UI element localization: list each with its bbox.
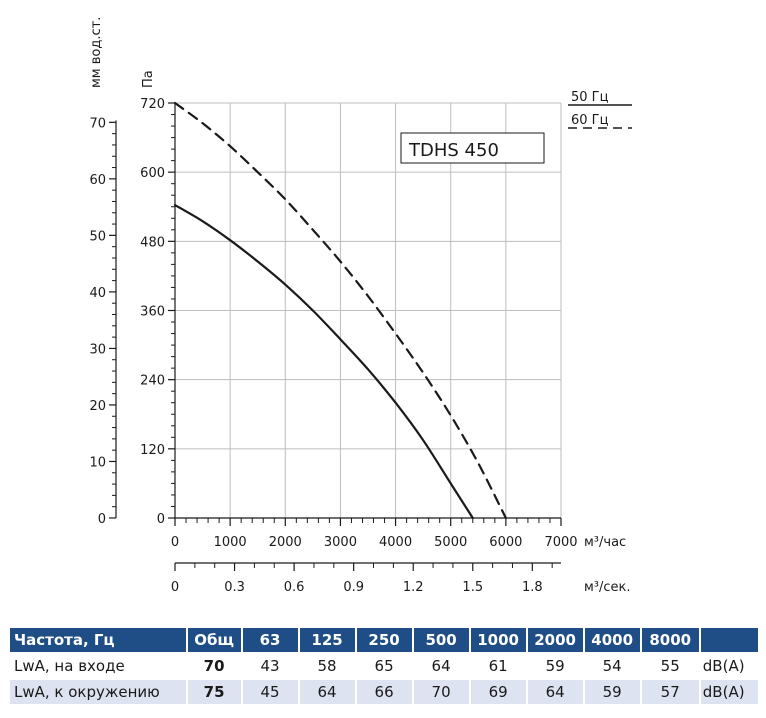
curve-50hz [173,203,474,520]
table-cell: 66 [356,680,412,704]
table-cell: 45 [242,680,298,704]
x-secondary-tick-label: 0.3 [224,580,245,595]
row-unit: dB(A) [700,680,758,704]
table-cell: 58 [317,657,337,675]
table-cell: 59 [545,657,565,675]
row-total: 75 [187,680,241,704]
table-cell: 64 [527,680,583,704]
table-cell: 69 [470,680,526,704]
x-secondary-tick-label: 0 [171,580,179,595]
x-primary-axis-title: м³/час [584,535,626,550]
y-secondary-axis-title: мм вод.ст. [89,17,104,88]
table-cell: 64 [431,657,451,675]
x-primary-tick-label: 0 [171,535,179,550]
model-label-box [400,132,545,164]
y-secondary-tick-label: 0 [98,512,106,527]
header-frequency: Частота, Гц [10,628,186,652]
y-secondary-tick-label: 30 [89,342,106,357]
legend-60hz-label: 60 Гц [571,113,609,128]
row-unit: dB(A) [702,657,745,675]
header-500: 500 [413,628,469,652]
y-primary-tick-label: 600 [140,166,165,181]
legend: 50 Гц 60 Гц [568,90,632,129]
header-125: 125 [299,628,355,652]
table-row: LwA, к окружению 75 45 64 66 70 69 64 59… [10,680,758,704]
grid [174,102,562,519]
curve-60hz [173,101,507,520]
y-secondary-tick-label: 50 [89,229,106,244]
table-cell: 61 [488,657,508,675]
y-secondary-tick-label: 70 [89,116,106,131]
row-label: LwA, на входе [14,657,125,675]
table-cell: 59 [584,680,640,704]
table-cell: 54 [602,657,622,675]
model-label: TDHS 450 [408,140,499,161]
table-cell: 64 [299,680,355,704]
x-secondary-tick-label: 0.6 [284,580,305,595]
x-primary-tick-label: 7000 [544,535,577,550]
fan-performance-chart: 0 120 240 360 480 600 720 0 10 20 30 40 50 60 70 0 1000 2… [89,17,632,595]
x-primary-tick-label: 2000 [269,535,302,550]
header-unit [700,628,758,652]
table-cell: 65 [374,657,394,675]
y-primary-tick-label: 720 [140,97,165,112]
table-cell: 55 [660,657,680,675]
table-cell: 43 [260,657,280,675]
x-primary-tick-label: 1000 [214,535,247,550]
legend-50hz-label: 50 Гц [571,90,609,105]
curves [173,101,507,520]
table-cell: 70 [413,680,469,704]
header-total: Общ [187,628,241,652]
header-8000: 8000 [641,628,699,652]
table-cell: 57 [641,680,699,704]
header-250: 250 [356,628,412,652]
y-primary-tick-label: 480 [140,235,165,250]
y-primary-axis-title: Па [141,70,156,88]
y-primary-tick-label: 120 [140,443,165,458]
x-secondary-tick-label: 1.8 [522,580,543,595]
x-secondary-tick-label: 1.5 [462,580,483,595]
sound-power-table: Частота, Гц Общ 63 125 250 500 1000 2000… [8,626,760,706]
x-secondary-tick-label: 1.2 [403,580,424,595]
x-primary-tick-label: 5000 [434,535,467,550]
x-primary-tick-label: 3000 [324,535,357,550]
y-secondary-tick-label: 40 [89,286,106,301]
table-row: LwA, на входе 70 43 58 65 64 61 59 54 55… [10,654,758,678]
x-primary-tick-label: 4000 [379,535,412,550]
y-secondary-tick-label: 20 [89,399,106,414]
x-primary-tick-label: 6000 [489,535,522,550]
header-63: 63 [242,628,298,652]
table-header-row: Частота, Гц Общ 63 125 250 500 1000 2000… [10,628,758,652]
x-secondary-axis-title: м³/сек. [584,580,631,595]
header-4000: 4000 [584,628,640,652]
header-2000: 2000 [527,628,583,652]
axes: 0 120 240 360 480 600 720 0 10 20 30 40 50 60 70 0 1000 2… [89,97,577,595]
y-secondary-tick-label: 60 [89,173,106,188]
y-secondary-tick-label: 10 [89,455,106,470]
y-primary-tick-label: 240 [140,374,165,389]
y-primary-tick-label: 360 [140,305,165,320]
x-secondary-tick-label: 0.9 [343,580,364,595]
row-total: 70 [203,657,225,675]
header-1000: 1000 [470,628,526,652]
row-label: LwA, к окружению [10,680,186,704]
y-primary-tick-label: 0 [157,512,165,527]
